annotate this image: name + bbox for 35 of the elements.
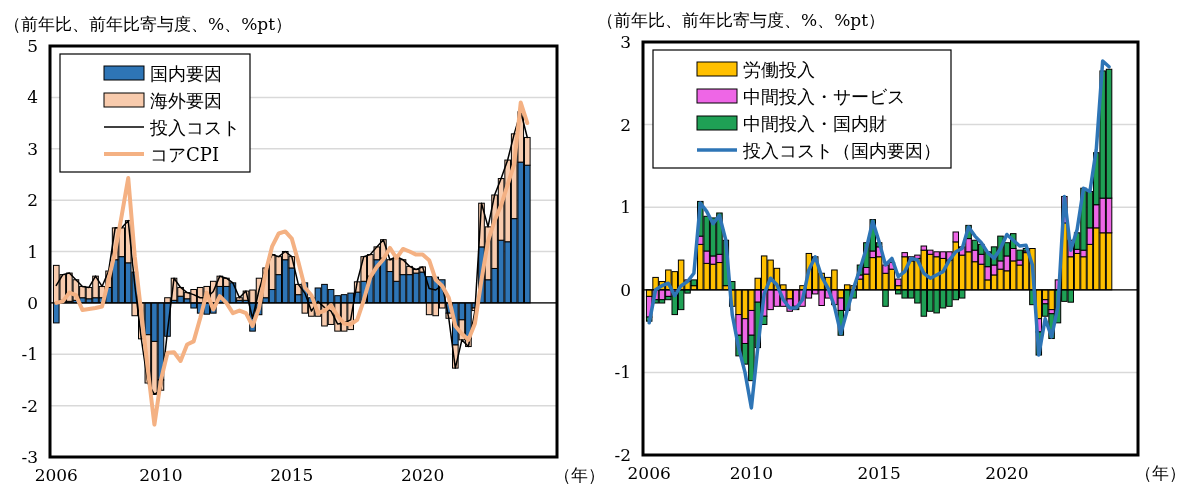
legend-label: 労働投入 [743,59,815,80]
legend-label: 海外要因 [150,90,222,111]
y-tick-label: -2 [21,395,38,416]
x-tick-label: 2020 [985,463,1029,483]
legend-label: 投入コスト（国内要因） [742,140,941,161]
legend-label: 投入コスト [149,117,240,138]
legend-label: 国内要因 [150,63,222,84]
y-tick-label: 3 [27,138,38,159]
y-tick-label: 4 [27,87,38,108]
y-tick-label: -2 [614,445,631,465]
y-tick-label: 0 [620,279,631,300]
x-tick-label: 2010 [139,465,183,485]
x-tick-label: 2010 [729,463,774,483]
legend-label: 中間投入・国内財 [743,113,887,134]
y-tick-label: -1 [614,362,631,383]
x-tick-label: 2020 [400,465,445,485]
x-tick-label: 2006 [34,465,78,485]
y-axis-title: （前年比、前年比寄与度、%、%pt） [597,10,886,30]
y-tick-label: -1 [21,344,38,365]
x-axis-title: （年） [553,465,605,485]
legend-label: 中間投入・サービス [743,86,905,107]
y-tick-label: 2 [620,114,631,135]
y-tick-label: 0 [27,292,38,313]
y-tick-label: 3 [620,32,631,52]
y-tick-label: -3 [21,447,38,467]
legend-label: コアCPI [150,144,219,165]
x-tick-label: 2015 [270,465,314,485]
y-axis-title: （前年比、前年比寄与度、%、%pt） [4,14,293,34]
y-tick-label: 5 [27,36,38,56]
x-axis-title: （年） [1134,463,1184,483]
x-tick-label: 2015 [857,463,901,483]
x-tick-label: 2006 [627,463,671,483]
y-tick-label: 1 [620,197,631,218]
y-tick-label: 1 [27,241,38,262]
y-tick-label: 2 [27,190,38,211]
